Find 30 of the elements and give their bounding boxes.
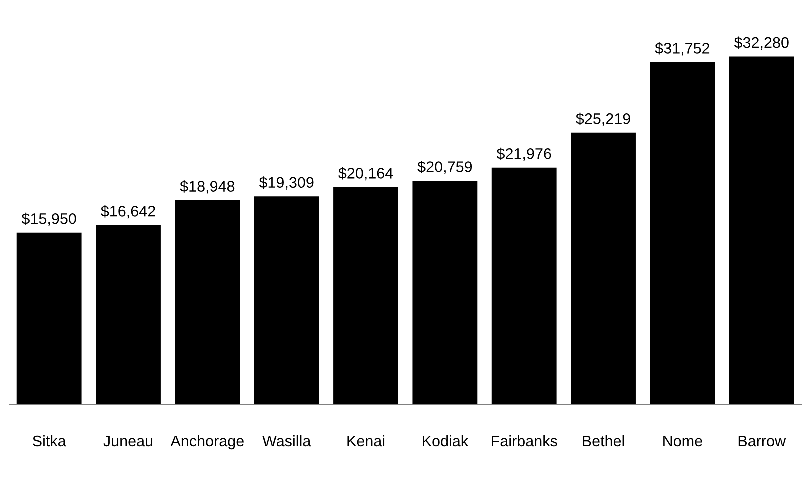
- x-tick-label: Sitka: [33, 435, 66, 447]
- bar: [492, 168, 557, 405]
- data-label: $20,164: [338, 167, 394, 181]
- x-tick-label: Juneau: [104, 436, 153, 447]
- bar: [571, 132, 636, 405]
- bar: [334, 187, 398, 405]
- bar: [16, 232, 82, 405]
- data-label: $15,950: [22, 212, 76, 226]
- x-tick-label: Barrow: [738, 436, 786, 447]
- data-label: $25,219: [576, 112, 630, 126]
- bar: [729, 56, 794, 405]
- x-tick-label: Bethel: [583, 435, 624, 447]
- x-tick-label: Kenai: [348, 435, 385, 447]
- data-label: $21,976: [496, 148, 552, 162]
- data-label: $31,752: [655, 42, 710, 56]
- data-label: $19,309: [259, 176, 314, 190]
- data-label: $18,948: [180, 180, 235, 194]
- x-tick-label: Fairbanks: [492, 435, 558, 447]
- data-label: $32,280: [734, 36, 789, 50]
- bar: [650, 62, 716, 405]
- bar: [175, 200, 240, 405]
- x-tick-label: Kodiak: [423, 435, 469, 447]
- x-tick-label: Nome: [664, 436, 702, 447]
- data-label: $16,642: [101, 205, 156, 219]
- bar: [254, 196, 320, 405]
- x-tick-label: Anchorage: [170, 435, 244, 450]
- data-label: $20,759: [418, 160, 472, 174]
- bar: [412, 181, 478, 405]
- bar: [96, 225, 161, 405]
- x-tick-label: Wasilla: [262, 435, 312, 447]
